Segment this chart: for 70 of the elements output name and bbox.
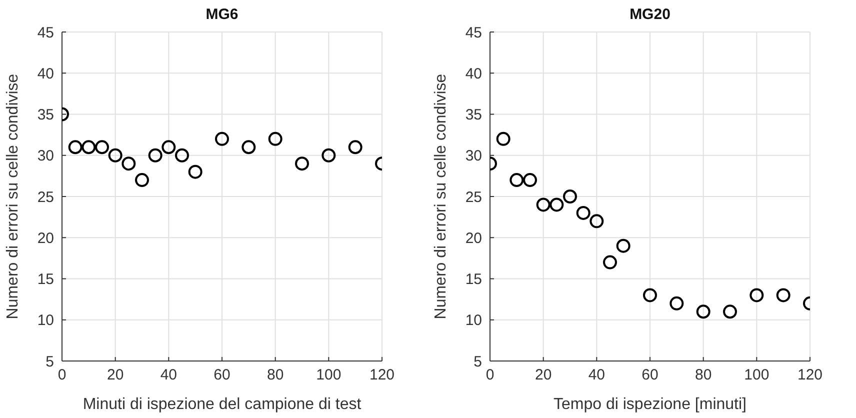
- point: [162, 140, 176, 154]
- chart-title: MG6: [204, 6, 240, 23]
- point: [563, 190, 577, 204]
- chart-title: MG20: [628, 6, 672, 23]
- y-tick-label: 35: [37, 106, 54, 124]
- point: [750, 288, 764, 302]
- y-tick-label: 10: [465, 312, 482, 330]
- x-tick-label: 80: [266, 366, 284, 384]
- point: [122, 156, 136, 171]
- y-tick-label: 20: [465, 230, 482, 247]
- y-tick-label: 5: [46, 353, 54, 370]
- point: [696, 304, 710, 319]
- point: [148, 148, 162, 162]
- point: [188, 164, 202, 179]
- y-tick-label: 45: [465, 24, 482, 42]
- x-tick-label: 80: [694, 366, 712, 384]
- y-axis-title: Numero di errori su celle condivise: [4, 74, 22, 320]
- y-tick-label: 20: [37, 230, 54, 247]
- y-tick-label: 40: [37, 65, 54, 82]
- y-tick-label: 15: [37, 271, 54, 288]
- y-tick-label: 25: [465, 188, 482, 206]
- y-tick-label: 45: [37, 24, 54, 42]
- point: [242, 140, 256, 154]
- point: [295, 156, 309, 171]
- y-tick-label: 30: [37, 148, 54, 165]
- point: [616, 238, 630, 253]
- point: [95, 140, 109, 154]
- point: [510, 173, 524, 188]
- y-tick-label: 5: [474, 353, 482, 370]
- point: [523, 173, 537, 188]
- x-tick-label: 20: [534, 366, 552, 384]
- x-axis-title: Minuti di ispezione del campione di test: [82, 396, 362, 413]
- x-tick-label: 40: [588, 366, 606, 384]
- x-tick-label: 20: [106, 366, 124, 384]
- point: [496, 132, 510, 146]
- point: [215, 132, 229, 146]
- point: [776, 288, 790, 302]
- x-tick-label: 120: [797, 366, 823, 384]
- x-tick-label: 0: [486, 366, 494, 384]
- y-tick-label: 25: [37, 188, 54, 206]
- x-tick-label: 100: [316, 366, 342, 384]
- point: [723, 304, 737, 319]
- y-tick-label: 30: [465, 148, 482, 165]
- x-tick-label: 0: [58, 366, 66, 384]
- point: [643, 288, 657, 302]
- point: [82, 140, 96, 154]
- point: [348, 140, 362, 154]
- x-axis-title: Tempo di ispezione [minuti]: [554, 396, 746, 413]
- point: [108, 148, 122, 162]
- y-tick-label: 40: [465, 65, 482, 82]
- point: [576, 206, 590, 220]
- x-tick-label: 60: [642, 366, 658, 384]
- point: [68, 140, 82, 154]
- point: [536, 198, 550, 212]
- x-tick-label: 40: [160, 366, 178, 384]
- point: [550, 198, 564, 212]
- point: [322, 148, 336, 162]
- point: [175, 148, 189, 162]
- x-tick-label: 120: [369, 366, 395, 384]
- y-tick-label: 35: [465, 106, 482, 124]
- point: [603, 255, 617, 270]
- point: [268, 132, 282, 146]
- point: [670, 296, 684, 310]
- point: [135, 173, 149, 188]
- point: [590, 214, 604, 228]
- x-tick-label: 60: [214, 366, 230, 384]
- y-axis-title: Numero di errori su celle condivise: [432, 74, 450, 320]
- y-tick-label: 15: [465, 271, 482, 288]
- y-tick-label: 10: [37, 312, 54, 330]
- x-tick-label: 100: [744, 366, 770, 384]
